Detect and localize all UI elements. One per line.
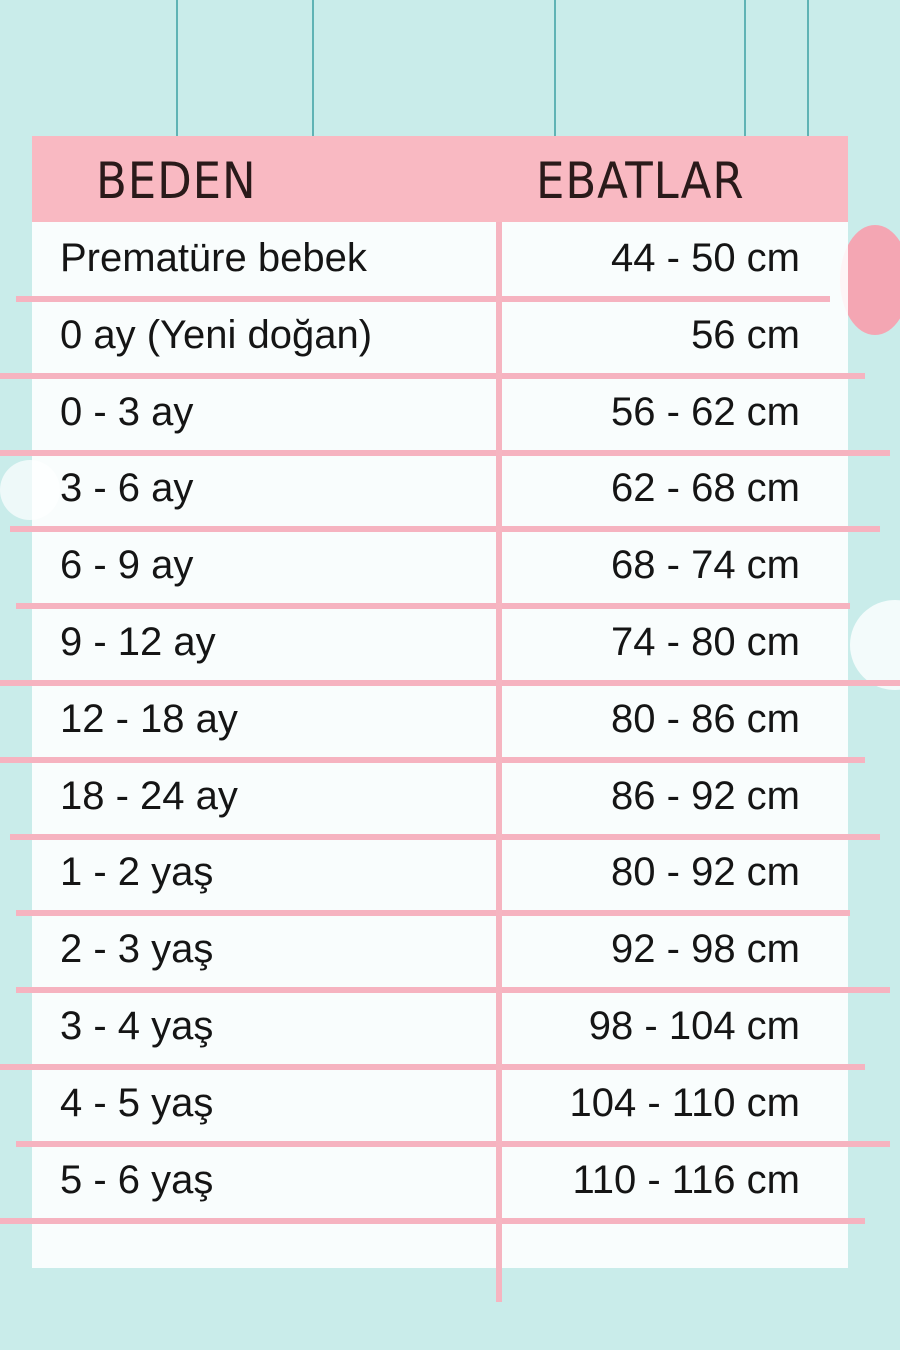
measure-value: 62 - 68 cm bbox=[611, 466, 800, 511]
table-row: 5 - 6 yaş 110 - 116 cm bbox=[32, 1144, 848, 1221]
table-header bbox=[32, 136, 848, 222]
measure-value: 104 - 110 cm bbox=[569, 1080, 801, 1125]
hanging-string bbox=[744, 0, 746, 136]
row-rule bbox=[0, 1064, 865, 1070]
table-row: 2 - 3 yaş 92 - 98 cm bbox=[32, 913, 848, 990]
size-label: 0 - 3 ay bbox=[60, 389, 194, 434]
cloud-decoration bbox=[850, 600, 900, 690]
row-rule bbox=[0, 756, 865, 763]
measure-value: 80 - 92 cm bbox=[611, 850, 800, 895]
measure-value: 56 - 62 cm bbox=[611, 389, 800, 434]
row-rule bbox=[16, 910, 850, 917]
table-row: 9 - 12 ay 74 - 80 cm bbox=[32, 606, 848, 683]
hanging-string bbox=[807, 0, 809, 136]
size-label: 3 - 6 ay bbox=[60, 466, 194, 511]
size-label: 3 - 4 yaş bbox=[60, 1004, 214, 1048]
measure-value: 86 - 92 cm bbox=[611, 773, 800, 818]
size-label: 5 - 6 yaş bbox=[60, 1157, 214, 1202]
pink-decoration bbox=[840, 225, 900, 335]
table-row: 0 - 3 ay 56 - 62 cm bbox=[32, 376, 848, 453]
row-rule bbox=[16, 296, 830, 302]
size-label: 18 - 24 ay bbox=[60, 773, 238, 818]
measure-value: 98 - 104 cm bbox=[588, 1004, 800, 1048]
table-row: 18 - 24 ay 86 - 92 cm bbox=[32, 760, 848, 837]
measure-value: 68 - 74 cm bbox=[611, 543, 800, 588]
size-label: 6 - 9 ay bbox=[60, 543, 194, 588]
row-rule bbox=[10, 833, 880, 840]
hanging-string bbox=[554, 0, 556, 136]
row-rule bbox=[0, 1217, 865, 1224]
size-label: 4 - 5 yaş bbox=[60, 1080, 214, 1125]
table-row: 3 - 4 yaş 98 - 104 cm bbox=[32, 990, 848, 1067]
measure-value: 110 - 116 cm bbox=[572, 1157, 800, 1202]
size-label: 0 ay (Yeni doğan) bbox=[60, 312, 373, 357]
header-ebatlar: EBATLAR bbox=[536, 152, 745, 210]
row-rule bbox=[16, 603, 850, 610]
size-label: 2 - 3 yaş bbox=[60, 927, 214, 972]
column-divider bbox=[496, 222, 502, 1302]
row-rule bbox=[16, 987, 890, 994]
size-label: 1 - 2 yaş bbox=[60, 850, 214, 895]
measure-value: 80 - 86 cm bbox=[611, 696, 800, 741]
size-chart-sheet bbox=[32, 136, 848, 1268]
measure-value: 74 - 80 cm bbox=[611, 620, 800, 664]
table-row: 1 - 2 yaş 80 - 92 cm bbox=[32, 836, 848, 913]
measure-value: 92 - 98 cm bbox=[611, 927, 800, 972]
table-row: 3 - 6 ay 62 - 68 cm bbox=[32, 452, 848, 529]
table-row: 4 - 5 yaş 104 - 110 cm bbox=[32, 1067, 848, 1144]
table-row: 12 - 18 ay 80 - 86 cm bbox=[32, 683, 848, 760]
row-rule bbox=[0, 449, 890, 456]
size-label: Prematüre bebek bbox=[60, 236, 367, 280]
size-label: 12 - 18 ay bbox=[60, 696, 238, 741]
size-label: 9 - 12 ay bbox=[60, 620, 216, 664]
table-row: Prematüre bebek 44 - 50 cm bbox=[32, 222, 848, 299]
table-row: 0 ay (Yeni doğan) 56 cm bbox=[32, 299, 848, 376]
measure-value: 44 - 50 cm bbox=[611, 236, 800, 280]
hanging-string bbox=[176, 0, 178, 136]
row-rule bbox=[10, 526, 880, 533]
header-beden: BEDEN bbox=[96, 152, 257, 210]
table-row: 6 - 9 ay 68 - 74 cm bbox=[32, 529, 848, 606]
hanging-string bbox=[312, 0, 314, 136]
row-rule bbox=[0, 372, 865, 379]
measure-value: 56 cm bbox=[691, 312, 800, 357]
row-rule bbox=[0, 680, 900, 686]
row-rule bbox=[16, 1140, 890, 1147]
